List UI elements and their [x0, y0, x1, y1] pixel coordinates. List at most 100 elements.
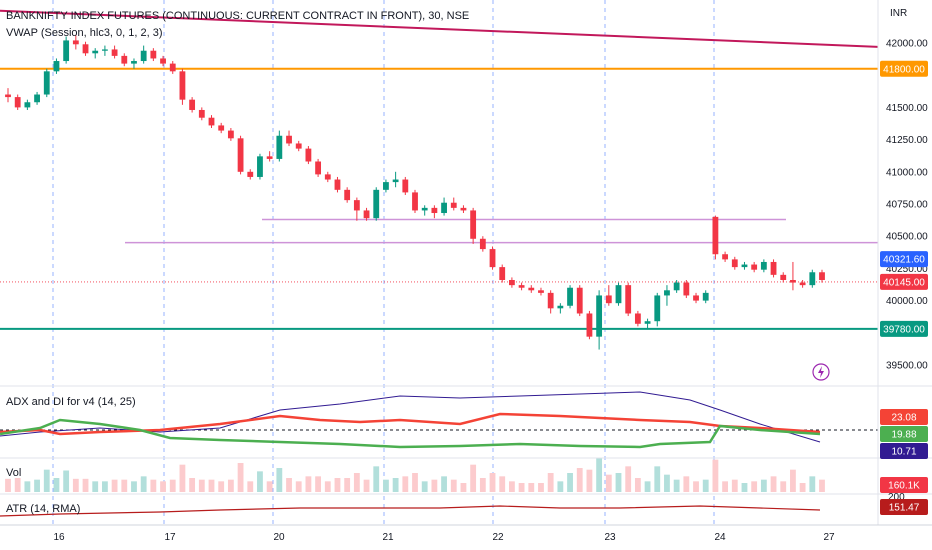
candle-body — [460, 207, 467, 211]
candle — [538, 287, 544, 296]
y-tick-label: 39500.00 — [886, 361, 928, 372]
atr-legend[interactable]: ATR (14, RMA) — [6, 503, 80, 515]
candle — [150, 48, 157, 62]
volume-bar — [34, 479, 40, 492]
candle — [5, 88, 11, 103]
volume-bar — [712, 459, 719, 492]
y-tick-label: 40250.00 — [886, 264, 928, 275]
volume-bar — [547, 473, 554, 492]
candle — [799, 279, 806, 288]
volume-bar — [324, 481, 331, 492]
candle — [92, 48, 99, 59]
candle — [731, 256, 738, 270]
volume-bar — [208, 479, 215, 492]
candle-body — [227, 130, 234, 139]
candle — [257, 153, 263, 180]
trendline — [0, 9, 879, 48]
candle-body — [315, 161, 322, 175]
candle — [489, 246, 496, 270]
candle-body — [518, 285, 525, 288]
volume-bar — [596, 458, 603, 492]
volume-bar — [673, 479, 680, 492]
candle-body — [63, 40, 70, 62]
candle — [324, 171, 331, 183]
volume-bar — [479, 478, 486, 492]
candle — [809, 269, 816, 288]
candle-body — [402, 179, 409, 193]
candle — [402, 176, 409, 195]
vwap-legend[interactable]: VWAP (Session, hlc3, 0, 1, 2, 3) — [6, 27, 163, 39]
candle-body — [131, 61, 137, 64]
candle-body — [140, 50, 147, 62]
candle-body — [344, 189, 351, 201]
candle — [615, 282, 622, 306]
candle-body — [780, 274, 787, 280]
volume-bar — [150, 479, 157, 492]
candle — [712, 215, 719, 260]
volume-bar — [315, 476, 322, 492]
candle — [72, 35, 79, 50]
volume-bar — [644, 481, 651, 492]
candle — [654, 292, 661, 327]
candle — [53, 58, 60, 74]
candle-body — [557, 305, 564, 309]
volume-bar — [189, 478, 196, 492]
volume-bar — [179, 464, 186, 492]
candle — [121, 53, 128, 67]
candle — [470, 207, 477, 244]
volume-bar — [431, 479, 438, 492]
candle-body — [441, 202, 447, 214]
candle-body — [508, 279, 515, 286]
candle — [596, 290, 603, 350]
x-tick-label: 24 — [714, 532, 726, 543]
support-badge — [880, 320, 928, 337]
volume-bar — [305, 476, 312, 492]
volume-bar — [576, 468, 583, 492]
candle-body — [586, 313, 593, 337]
candle — [344, 187, 351, 203]
candle-body — [179, 71, 186, 100]
volume-bar — [615, 473, 622, 492]
candle — [237, 135, 244, 175]
candle — [208, 115, 215, 129]
volume-bar — [731, 479, 738, 492]
candle-body — [198, 109, 205, 118]
y-tick-label: 41500.00 — [886, 103, 928, 114]
volume-legend[interactable]: Vol — [6, 467, 21, 479]
volume-bar — [567, 473, 573, 492]
volume-bar — [295, 481, 302, 492]
volume-bar — [24, 481, 31, 492]
time-axis[interactable]: 16 17 20 21 22 23 24 27 — [0, 524, 932, 543]
volume-bar — [538, 483, 544, 492]
candle-body — [479, 238, 486, 250]
volume-bar — [586, 469, 593, 492]
candle — [576, 285, 583, 317]
candle-body — [712, 216, 719, 255]
y-tick-label: 40750.00 — [886, 200, 928, 211]
alert-icon[interactable] — [812, 363, 830, 381]
volume-bar — [819, 479, 825, 492]
volume-bar — [353, 473, 360, 492]
volume-bar — [227, 479, 234, 492]
candle-body — [5, 94, 11, 98]
candle-body — [547, 292, 554, 309]
candle-body — [324, 174, 331, 180]
currency-label: INR — [890, 8, 907, 19]
candle — [189, 97, 196, 113]
candle-body — [276, 135, 283, 159]
price-axis[interactable]: 39500.00 40000.00 40250.00 40500.00 40750.00… — [877, 0, 928, 525]
adx-legend[interactable]: ADX and DI for v4 (14, 25) — [6, 396, 136, 408]
candle — [111, 45, 118, 59]
last-price-badge-label: 40145.00 — [883, 277, 925, 288]
candle-body — [363, 210, 370, 219]
candle — [722, 251, 729, 262]
candle — [82, 41, 89, 56]
candle-body — [567, 287, 573, 306]
candle — [383, 179, 389, 193]
candle-body — [305, 148, 312, 162]
candle — [760, 259, 767, 273]
volume-bar — [363, 479, 370, 492]
candle-body — [760, 261, 767, 270]
candle-body — [809, 272, 816, 286]
